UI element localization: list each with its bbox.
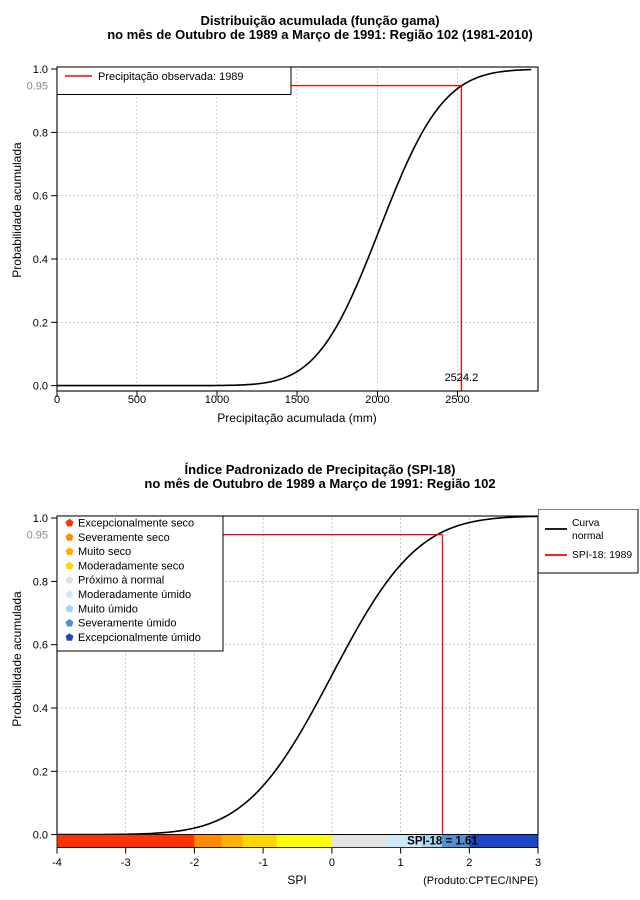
svg-text:normal: normal: [572, 531, 603, 542]
svg-text:Precipitação acumulada (mm): Precipitação acumulada (mm): [217, 411, 376, 425]
svg-text:Moderadamente seco: Moderadamente seco: [78, 560, 184, 572]
svg-text:2000: 2000: [365, 394, 389, 406]
svg-text:0.6: 0.6: [33, 640, 48, 652]
svg-text:2: 2: [466, 857, 472, 869]
svg-text:Excepcionalmente úmido: Excepcionalmente úmido: [78, 632, 201, 644]
svg-text:0.6: 0.6: [33, 191, 48, 203]
svg-text:Precipitação observada: 1989: Precipitação observada: 1989: [98, 71, 244, 83]
svg-text:Próximo à normal: Próximo à normal: [78, 575, 164, 587]
svg-text:-3: -3: [121, 857, 131, 869]
svg-text:Muito seco: Muito seco: [78, 546, 131, 558]
svg-text:0.0: 0.0: [33, 830, 48, 842]
svg-text:1000: 1000: [205, 394, 229, 406]
svg-text:3: 3: [535, 857, 541, 869]
svg-text:SPI-18 = 1.61: SPI-18 = 1.61: [407, 836, 478, 848]
svg-text:0.4: 0.4: [33, 703, 48, 715]
svg-text:0.2: 0.2: [33, 317, 48, 329]
svg-text:Moderadamente úmido: Moderadamente úmido: [78, 589, 191, 601]
svg-text:0.4: 0.4: [33, 254, 48, 266]
svg-text:(Produto:CPTEC/INPE): (Produto:CPTEC/INPE): [423, 875, 538, 887]
svg-text:-2: -2: [190, 857, 200, 869]
svg-text:0: 0: [329, 857, 335, 869]
svg-text:1500: 1500: [285, 394, 309, 406]
svg-text:2500: 2500: [445, 394, 469, 406]
svg-text:1.0: 1.0: [33, 513, 48, 525]
svg-text:-1: -1: [258, 857, 268, 869]
svg-text:1: 1: [398, 857, 404, 869]
svg-text:2524.2: 2524.2: [445, 372, 479, 384]
svg-text:0: 0: [54, 394, 60, 406]
svg-text:0.2: 0.2: [33, 766, 48, 778]
svg-text:SPI: SPI: [287, 873, 306, 887]
svg-text:1.0: 1.0: [33, 64, 48, 76]
svg-text:0.8: 0.8: [33, 576, 48, 588]
svg-text:0.8: 0.8: [33, 127, 48, 139]
svg-text:0.95: 0.95: [27, 81, 48, 93]
svg-text:500: 500: [128, 394, 146, 406]
svg-text:0.0: 0.0: [33, 381, 48, 393]
svg-text:0.95: 0.95: [27, 530, 48, 542]
svg-text:-4: -4: [52, 857, 62, 869]
svg-text:SPI-18: 1989: SPI-18: 1989: [572, 550, 632, 561]
svg-text:Curva: Curva: [572, 518, 600, 529]
svg-text:Severamente úmido: Severamente úmido: [78, 618, 176, 630]
svg-text:Severamente seco: Severamente seco: [78, 532, 170, 544]
svg-text:Excepcionalmente seco: Excepcionalmente seco: [78, 518, 194, 530]
svg-text:Muito úmido: Muito úmido: [78, 603, 138, 615]
